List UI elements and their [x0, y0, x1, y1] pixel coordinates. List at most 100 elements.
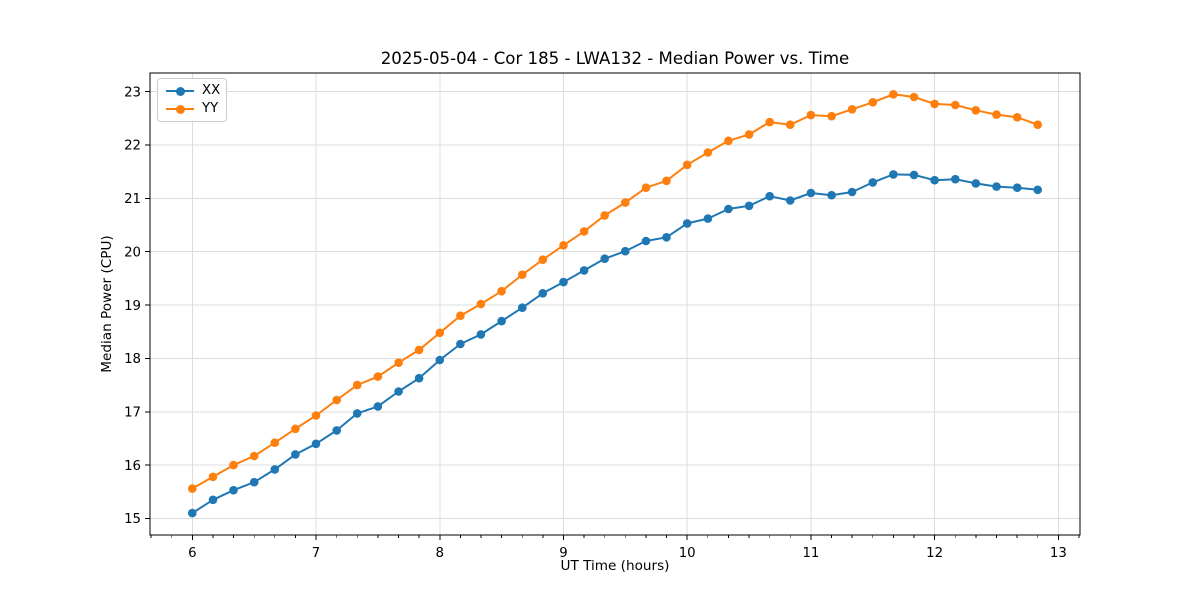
- y-tick-label: 16: [124, 459, 141, 474]
- series-xx-point: [744, 201, 754, 211]
- series-xx-point: [559, 277, 568, 287]
- series-yy-point: [868, 98, 878, 107]
- series-xx-point: [951, 174, 960, 184]
- series-xx-point: [868, 178, 878, 187]
- series-xx-point: [662, 233, 671, 242]
- legend-label-xx: XX: [202, 83, 221, 99]
- series-yy-point: [208, 472, 218, 482]
- series-yy-point: [291, 424, 300, 434]
- series-xx-point: [703, 214, 713, 223]
- series-yy-point: [229, 460, 238, 470]
- y-tick-label: 15: [124, 512, 141, 527]
- y-tick-label: 21: [124, 192, 141, 207]
- series-yy-point: [847, 105, 857, 114]
- series-yy-point: [476, 299, 486, 309]
- legend-label-yy: YY: [202, 101, 219, 117]
- series-xx-point: [456, 339, 465, 349]
- series-yy-point: [188, 484, 197, 493]
- series-yy-point: [435, 328, 445, 338]
- series-xx-point: [332, 426, 342, 435]
- series-xx-point: [311, 439, 321, 449]
- series-yy-point: [373, 372, 383, 381]
- legend-entry-xx: XX: [166, 82, 226, 100]
- x-tick-label: 13: [1050, 546, 1067, 561]
- series-xx-point: [435, 355, 445, 365]
- series-xx-point: [930, 175, 939, 185]
- series-yy-point: [538, 255, 548, 264]
- series-xx-point: [291, 450, 300, 459]
- series-xx-point: [188, 508, 197, 518]
- y-tick-label: 17: [124, 405, 141, 420]
- series-xx-point: [538, 289, 548, 298]
- x-axis-label: UT Time (hours): [560, 558, 670, 574]
- series-xx-point: [806, 188, 816, 198]
- series-yy-point: [497, 286, 506, 296]
- x-tick-label: 12: [926, 546, 943, 561]
- y-tick-label: 20: [124, 245, 141, 260]
- series-xx-point: [847, 187, 857, 197]
- series-xx-point: [909, 170, 919, 180]
- series-xx-point: [270, 465, 280, 474]
- series-yy-point: [414, 345, 424, 355]
- series-yy-point: [352, 380, 362, 390]
- series-yy-point: [744, 130, 754, 139]
- series-xx-point: [373, 402, 383, 411]
- series-yy-point: [889, 90, 898, 99]
- series-xx-point: [621, 246, 630, 256]
- series-xx-point: [971, 179, 981, 188]
- series-yy-point: [559, 241, 568, 250]
- series-yy-point: [621, 198, 630, 207]
- series-xx-point: [229, 485, 238, 495]
- series-yy-point: [641, 183, 651, 192]
- series-xx-point: [208, 495, 218, 505]
- series-xx-point: [414, 373, 424, 383]
- series-yy-point: [518, 270, 527, 280]
- y-tick-label: 22: [124, 139, 141, 154]
- series-xx-point: [827, 190, 836, 200]
- series-xx-point: [579, 266, 589, 275]
- series-xx-point: [889, 170, 898, 179]
- series-yy-point: [765, 117, 774, 127]
- series-yy-point: [724, 136, 733, 146]
- series-xx-point: [394, 387, 403, 396]
- y-axis-label: Median Power (CPU): [99, 235, 115, 373]
- series-yy-point: [394, 358, 403, 368]
- series-yy-point: [270, 438, 280, 448]
- legend-box: XX YY: [157, 78, 227, 122]
- series-xx-point: [497, 316, 506, 326]
- series-xx-point: [352, 409, 362, 418]
- series-xx-line: [191, 173, 1039, 515]
- series-xx-point: [518, 303, 527, 313]
- series-xx-point: [476, 330, 486, 339]
- series-yy-point: [1033, 120, 1042, 129]
- x-tick-label: 9: [559, 546, 567, 561]
- series-xx-point: [992, 182, 1001, 191]
- series-yy-point: [992, 110, 1001, 119]
- x-tick-label: 7: [312, 546, 320, 561]
- series-yy-point: [930, 99, 939, 109]
- x-tick-label: 8: [436, 546, 444, 561]
- series-yy-point: [456, 311, 465, 321]
- series-xx-point: [785, 196, 795, 205]
- x-tick-label: 11: [802, 546, 819, 561]
- legend-line-marker-xx-icon: [166, 85, 194, 97]
- series-xx-point: [1033, 185, 1042, 195]
- y-tick-label: 18: [124, 352, 141, 367]
- series-xx-point: [249, 477, 259, 487]
- series-yy-point: [785, 120, 795, 129]
- series-yy-point: [682, 160, 692, 170]
- legend-entry-yy: YY: [166, 100, 226, 118]
- series-yy-point: [827, 111, 836, 121]
- series-xx-point: [682, 219, 692, 228]
- legend-line-marker-yy-icon: [166, 103, 194, 115]
- series-yy-point: [951, 100, 960, 110]
- series-yy-point: [1012, 113, 1022, 122]
- series-yy-point: [806, 110, 816, 120]
- series-yy-point: [332, 395, 342, 405]
- series-xx-point: [765, 191, 774, 201]
- x-tick-label: 10: [679, 546, 696, 561]
- series-xx-point: [724, 204, 733, 214]
- series-yy-point: [971, 106, 981, 115]
- series-xx-point: [600, 254, 609, 263]
- series-xx-point: [641, 236, 651, 246]
